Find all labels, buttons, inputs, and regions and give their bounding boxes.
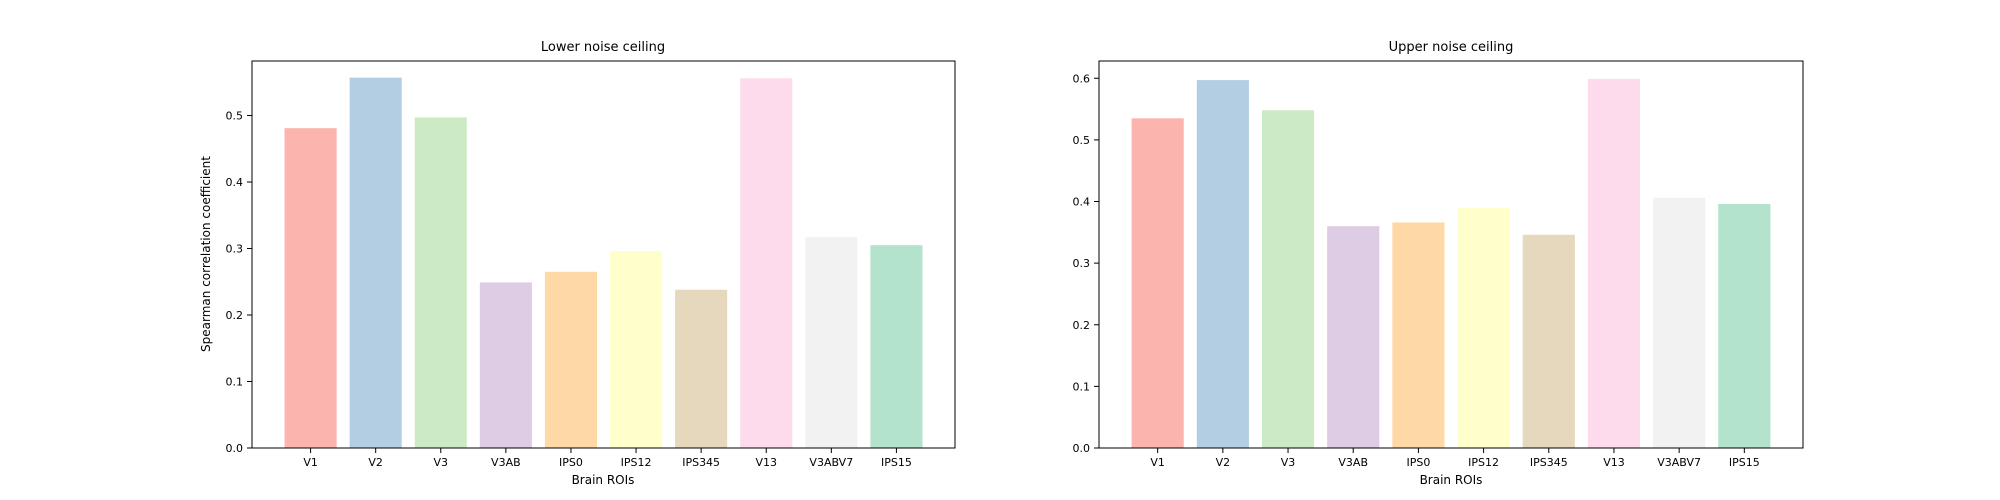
y-tick-label: 0.2 <box>226 309 244 322</box>
y-tick-label: 0.5 <box>1073 134 1091 147</box>
y-tick-label: 0.3 <box>1073 257 1091 270</box>
bar-v1 <box>1131 118 1184 448</box>
x-tick-label: V1 <box>303 456 318 469</box>
chart-title: Lower noise ceiling <box>541 40 665 55</box>
x-tick-label: IPS12 <box>1468 456 1499 469</box>
y-tick-label: 0.1 <box>1073 380 1091 393</box>
y-tick-label: 0.1 <box>226 376 244 389</box>
x-tick-label: V2 <box>1216 456 1231 469</box>
bar-v3ab <box>1327 226 1380 448</box>
y-tick-label: 0.4 <box>1073 196 1091 209</box>
x-axis-ticks: V1 V2 V3 V3AB IPS0 IPS12 IPS345 V13 V3ABV7 IPS15 <box>1150 448 1760 469</box>
bar-group <box>284 77 923 448</box>
bar-v13 <box>1587 78 1641 448</box>
x-tick-label: IPS345 <box>1530 456 1568 469</box>
y-tick-label: 0.5 <box>226 110 244 123</box>
x-axis-label: Brain ROIs <box>1420 473 1483 487</box>
x-tick-label: V3AB <box>1338 456 1368 469</box>
bar-v1 <box>284 128 337 448</box>
bar-ips12 <box>610 251 663 448</box>
bar-group <box>1131 78 1771 448</box>
bar-v3abv7 <box>1653 197 1706 448</box>
bar-ips12 <box>1457 207 1510 448</box>
y-axis-ticks: 0.0 0.1 0.2 0.3 0.4 0.5 0.6 <box>1073 72 1099 455</box>
bar-ips15 <box>870 245 923 448</box>
x-tick-label: IPS0 <box>559 456 583 469</box>
bar-ips0 <box>1392 222 1445 448</box>
x-tick-label: V3ABV7 <box>809 456 853 469</box>
bar-v3ab <box>479 282 532 448</box>
y-axis-label: Spearman correlation coefficient <box>199 156 213 352</box>
x-tick-label: V3 <box>1281 456 1296 469</box>
bar-ips345 <box>675 289 728 448</box>
bar-v13 <box>740 78 793 448</box>
x-tick-label: V3 <box>434 456 449 469</box>
x-tick-label: IPS15 <box>881 456 912 469</box>
bar-v3 <box>414 117 467 448</box>
x-tick-label: V1 <box>1150 456 1165 469</box>
y-tick-label: 0.6 <box>1073 72 1091 85</box>
y-tick-label: 0.0 <box>1073 442 1091 455</box>
x-tick-label: V3AB <box>491 456 521 469</box>
x-tick-label: V13 <box>1603 456 1625 469</box>
x-axis-label: Brain ROIs <box>572 473 635 487</box>
chart-lower-noise-ceiling: Lower noise ceiling 0.0 0.1 0.2 0.3 0.4 0.5 V… <box>199 40 956 487</box>
plot-frame <box>251 60 956 449</box>
bar-v2 <box>349 77 402 448</box>
y-tick-label: 0.3 <box>226 243 244 256</box>
x-tick-label: V3ABV7 <box>1657 456 1701 469</box>
x-tick-label: V13 <box>755 456 777 469</box>
y-tick-label: 0.0 <box>226 442 244 455</box>
bar-ips15 <box>1718 203 1771 448</box>
y-tick-label: 0.2 <box>1073 319 1091 332</box>
x-axis-ticks: V1 V2 V3 V3AB IPS0 IPS12 IPS345 V13 V3ABV7 IPS15 <box>303 448 912 469</box>
bar-v2 <box>1196 80 1249 448</box>
x-tick-label: IPS345 <box>682 456 720 469</box>
plot-frame <box>1098 60 1804 449</box>
x-tick-label: V2 <box>368 456 383 469</box>
x-tick-label: IPS0 <box>1406 456 1430 469</box>
y-axis-ticks: 0.0 0.1 0.2 0.3 0.4 0.5 <box>226 110 252 455</box>
chart-title: Upper noise ceiling <box>1389 40 1514 55</box>
bar-v3abv7 <box>805 237 858 448</box>
x-tick-label: IPS15 <box>1729 456 1760 469</box>
bar-ips0 <box>544 271 597 448</box>
bar-v3 <box>1261 110 1315 448</box>
bar-ips345 <box>1522 234 1575 448</box>
chart-upper-noise-ceiling: Upper noise ceiling 0.00.10.20.30.40.50.… <box>1073 40 1804 487</box>
x-tick-label: IPS12 <box>621 456 652 469</box>
y-tick-label: 0.4 <box>226 176 244 189</box>
